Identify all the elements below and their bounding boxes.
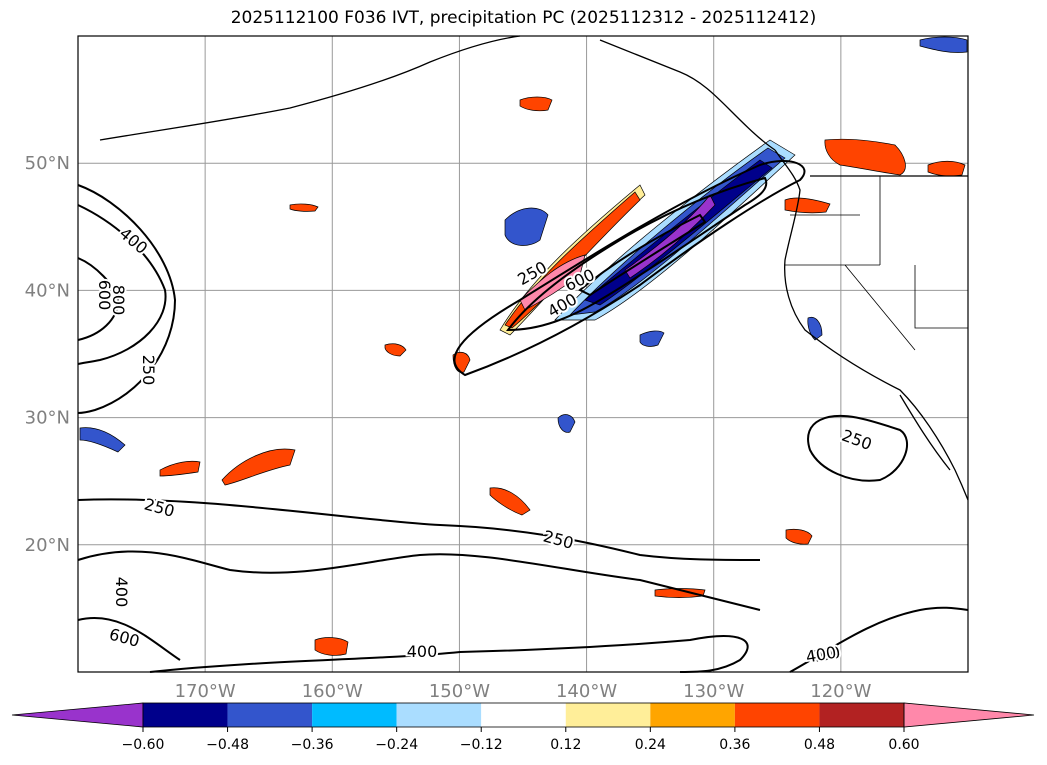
colorbar-tick-label: −0.60 (122, 737, 165, 753)
latitude-tick-label: 20°N (25, 535, 70, 556)
precip-cell (519, 96, 553, 112)
precip-cell (557, 414, 576, 433)
coastline-alaska (99, 35, 521, 141)
ivt-contour-east-250 (807, 414, 909, 482)
precip-cell (504, 207, 549, 246)
ivt-contour-west-400 (77, 204, 167, 365)
precip-cell (289, 203, 319, 212)
colorbar-tick-label: 0.12 (550, 737, 581, 753)
contour-label: 250 (139, 355, 158, 386)
precip-cell (314, 637, 349, 656)
graticule (78, 36, 968, 672)
coastlines (99, 35, 969, 501)
ivt-contour-250 (453, 160, 806, 377)
longitude-tick-label: 130°W (683, 681, 744, 702)
longitude-tick-label: 170°W (175, 681, 236, 702)
contour-label: 600 (95, 280, 114, 311)
colorbar-segment (312, 703, 397, 727)
map-border (77, 35, 969, 673)
colorbar-tick-label: 0.24 (635, 737, 666, 753)
colorbar-segment (227, 703, 313, 727)
precip-cell (221, 448, 296, 486)
ivt-contour-400 (506, 176, 768, 332)
longitude-labels: 170°W 160°W 150°W 140°W 130°W 120°W (175, 681, 872, 702)
longitude-tick-label: 160°W (302, 681, 363, 702)
latitude-labels: 20°N 30°N 40°N 50°N (25, 153, 70, 556)
ivt-contour-600 (578, 213, 707, 297)
longitude-tick-label: 140°W (556, 681, 617, 702)
colorbar-tick-label: 0.48 (804, 737, 835, 753)
precip-cell (489, 487, 531, 516)
colorbar-segment (396, 703, 482, 727)
colorbar-segment (650, 703, 735, 727)
colorbar-segment (819, 703, 904, 727)
colorbar-segment (481, 703, 566, 727)
map-frame (78, 36, 968, 672)
colorbar-extend-max (903, 702, 1035, 728)
colorbar-tick-label: 0.60 (888, 737, 919, 753)
longitude-tick-label: 120°W (810, 681, 871, 702)
colorbar-outline (142, 702, 905, 728)
precip-cell (919, 36, 968, 53)
contour-label: 400 (407, 642, 438, 661)
latitude-tick-label: 30°N (25, 408, 70, 429)
latitude-tick-label: 50°N (25, 153, 70, 174)
colorbar-segment (143, 703, 228, 727)
longitude-tick-label: 150°W (429, 681, 490, 702)
precip-cell (639, 330, 665, 347)
border-states (785, 176, 968, 351)
map-title: 2025112100 F036 IVT, precipitation PC (2… (230, 8, 817, 28)
colorbar-tick-label: −0.48 (206, 737, 249, 753)
precip-cell (927, 160, 966, 177)
ivt-contours (77, 160, 969, 673)
contour-label: 800 (109, 285, 128, 316)
precip-cell (384, 343, 407, 357)
ivt-contour-east-400 (789, 606, 969, 673)
latitude-tick-label: 40°N (25, 280, 70, 301)
colorbar-tick-label: −0.24 (375, 737, 418, 753)
precip-cell (159, 460, 201, 477)
precip-cell (824, 138, 906, 176)
coastline-baja (899, 394, 951, 471)
colorbar-segment (565, 703, 651, 727)
coastline-alaska-gulf (599, 39, 776, 151)
colorbar-extend-min (11, 702, 144, 728)
colorbar-tick-label: −0.12 (460, 737, 503, 753)
ivt-contour-west-600 (77, 257, 120, 341)
precip-cell (785, 528, 813, 545)
colorbar-tick-label: −0.36 (291, 737, 334, 753)
ivt-contour-south-400 (77, 550, 761, 611)
coastline-north-america (774, 149, 969, 501)
precip-cell (79, 427, 126, 453)
ivt-contour-far-south (77, 617, 749, 673)
ivt-contour-west-250 (77, 184, 177, 414)
colorbar-segment (734, 703, 820, 727)
colorbar: −0.60 −0.48 −0.36 −0.24 −0.12 0.12 0.24 0.36 0.4… (11, 702, 1035, 753)
ivt-contour-south-250 (77, 498, 761, 561)
contour-label: 400 (112, 577, 131, 608)
colorbar-tick-label: 0.36 (719, 737, 750, 753)
